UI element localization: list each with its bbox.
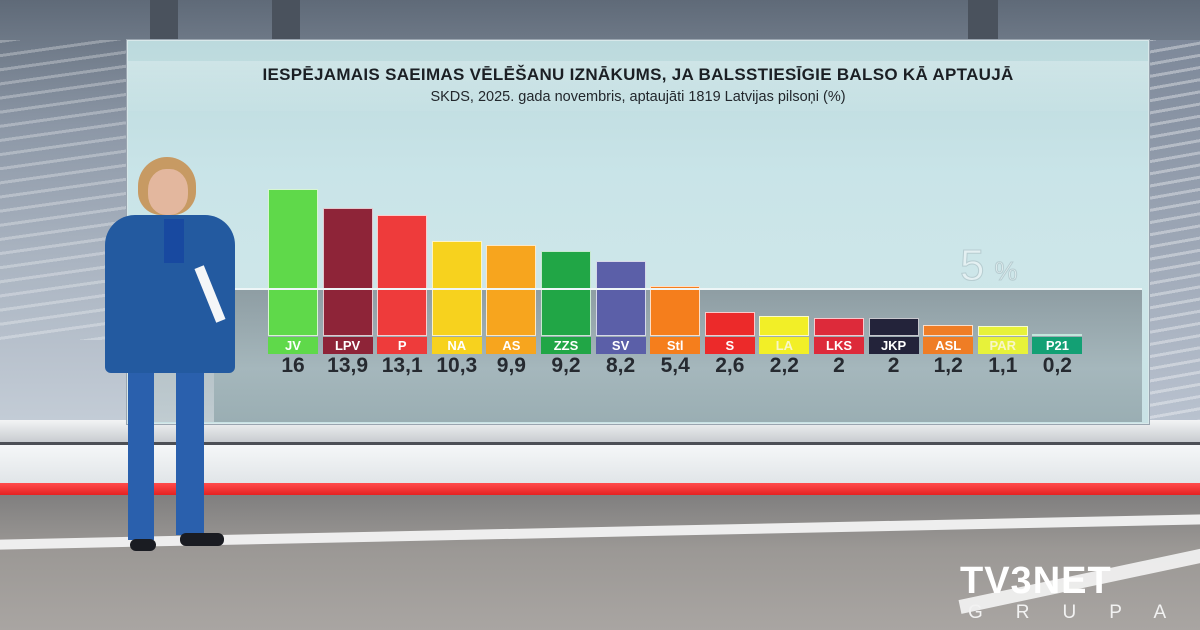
bar-party-label: LA: [759, 337, 810, 354]
threshold-label: 5%: [959, 241, 1018, 291]
bar-fill: [923, 324, 974, 336]
wall-right-panel: [1140, 40, 1200, 420]
bar-fill: [650, 286, 701, 336]
bar-party-label: NA: [431, 337, 482, 354]
bar-fill: [268, 188, 318, 336]
presenter-leg: [176, 370, 204, 535]
bar-value: 1,1: [988, 354, 1018, 377]
presenter-shoe: [130, 539, 156, 551]
bar-party-label: ZZS: [541, 337, 591, 354]
studio-pillar: [968, 0, 998, 40]
bar-fill: [595, 260, 646, 336]
presenter-shoe: [180, 533, 224, 546]
bar-party-label: P: [377, 337, 428, 354]
bar-fill: [1032, 334, 1083, 336]
presenter-leg: [128, 370, 154, 540]
bar-value: 1,2: [933, 354, 963, 377]
bar-fill: [541, 251, 591, 336]
chart-subtitle: SKDS, 2025. gada novembris, aptaujāti 18…: [430, 89, 846, 105]
channel-logo-subtitle: GRUPA: [968, 602, 1200, 623]
bar-party-label: Stl: [650, 337, 701, 354]
bar-value: 2,6: [715, 354, 745, 377]
bar-value: 2: [833, 354, 845, 377]
bar-party-label: JKP: [868, 337, 919, 354]
threshold-line: [214, 288, 1142, 290]
bar-fill: [377, 215, 428, 336]
bar-value: 5,4: [660, 354, 690, 377]
bar-fill: [759, 315, 810, 336]
bar-party-label: LPV: [322, 337, 373, 354]
bar-value: 9,9: [496, 354, 526, 377]
bar-fill: [977, 325, 1028, 336]
bar-party-label: PAR: [977, 337, 1028, 354]
bar-party-label: AS: [486, 337, 537, 354]
presenter: [100, 155, 260, 575]
bar-value: 8,2: [605, 354, 636, 377]
studio-desk-top: [0, 420, 1200, 442]
studio-pillar: [150, 0, 178, 40]
bar-fill: [486, 244, 537, 336]
bar-value: 2,2: [769, 354, 799, 377]
bar-fill: [704, 312, 755, 336]
studio-desk-red-strip: [0, 483, 1200, 495]
bar-party-label: JV: [268, 337, 318, 354]
bar-party-label: S: [704, 337, 755, 354]
bar-party-label: SV: [595, 337, 646, 354]
bar-fill: [868, 317, 919, 336]
bar-fill: [814, 317, 864, 336]
presenter-face: [148, 169, 188, 215]
studio-pillar: [272, 0, 300, 40]
bar-value: 0,2: [1042, 354, 1072, 377]
bar-value: 9,2: [551, 354, 581, 377]
bar-value: 10,3: [436, 354, 478, 377]
bar-value: 16: [281, 354, 305, 377]
title-band: [128, 61, 1148, 111]
bar-value: 13,1: [381, 354, 423, 377]
chart-screen: IESPĒJAMAIS SAEIMAS VĒLĒŠANU IZNĀKUMS, J…: [127, 40, 1149, 424]
bar-party-label: ASL: [923, 337, 974, 354]
bar-party-label: P21: [1032, 337, 1083, 354]
bar-fill: [322, 208, 373, 336]
channel-logo: TV3NET: [960, 560, 1112, 602]
bar-value: 2: [887, 354, 900, 377]
bar-party-label: LKS: [814, 337, 864, 354]
chart-title: IESPĒJAMAIS SAEIMAS VĒLĒŠANU IZNĀKUMS, J…: [262, 65, 1014, 84]
bar-value: 13,9: [327, 354, 369, 377]
presenter-top: [164, 219, 184, 263]
